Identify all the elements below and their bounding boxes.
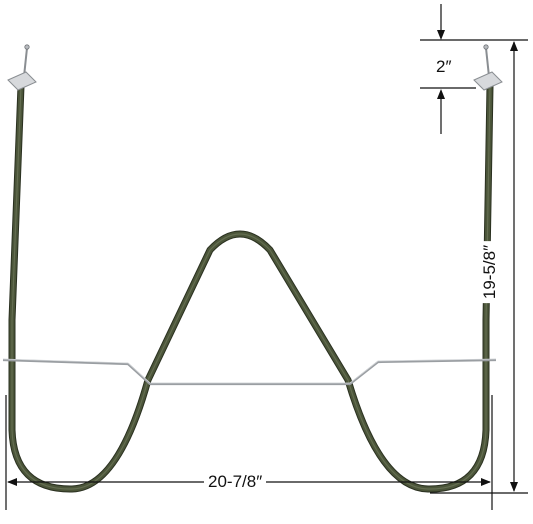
terminal-bracket-icon xyxy=(473,71,503,91)
heating-element xyxy=(8,44,494,493)
width-arrow-left xyxy=(7,478,17,486)
right-terminal-screw xyxy=(483,44,489,50)
height-arrow-top xyxy=(510,41,518,51)
support-brace xyxy=(2,358,497,386)
heating-element-tube-shadow xyxy=(8,82,494,493)
support-brace-highlight xyxy=(2,358,497,384)
height-dimension xyxy=(420,39,528,494)
width-label: 20-7/8″ xyxy=(204,472,267,492)
left-terminal-screw xyxy=(24,44,30,50)
top-gap-dimension xyxy=(420,4,476,134)
width-dimension xyxy=(5,395,493,510)
heating-element-highlight xyxy=(11,85,491,490)
width-arrow-right xyxy=(481,478,491,486)
gap-arrow-top xyxy=(437,30,445,40)
heating-element-tube xyxy=(9,83,493,492)
gap-arrow-bottom xyxy=(437,89,445,99)
top-gap-label: 2″ xyxy=(434,57,454,77)
terminal-bracket-icon xyxy=(7,71,37,91)
height-label: 19-5/8″ xyxy=(480,240,500,304)
height-arrow-bottom xyxy=(510,482,518,492)
